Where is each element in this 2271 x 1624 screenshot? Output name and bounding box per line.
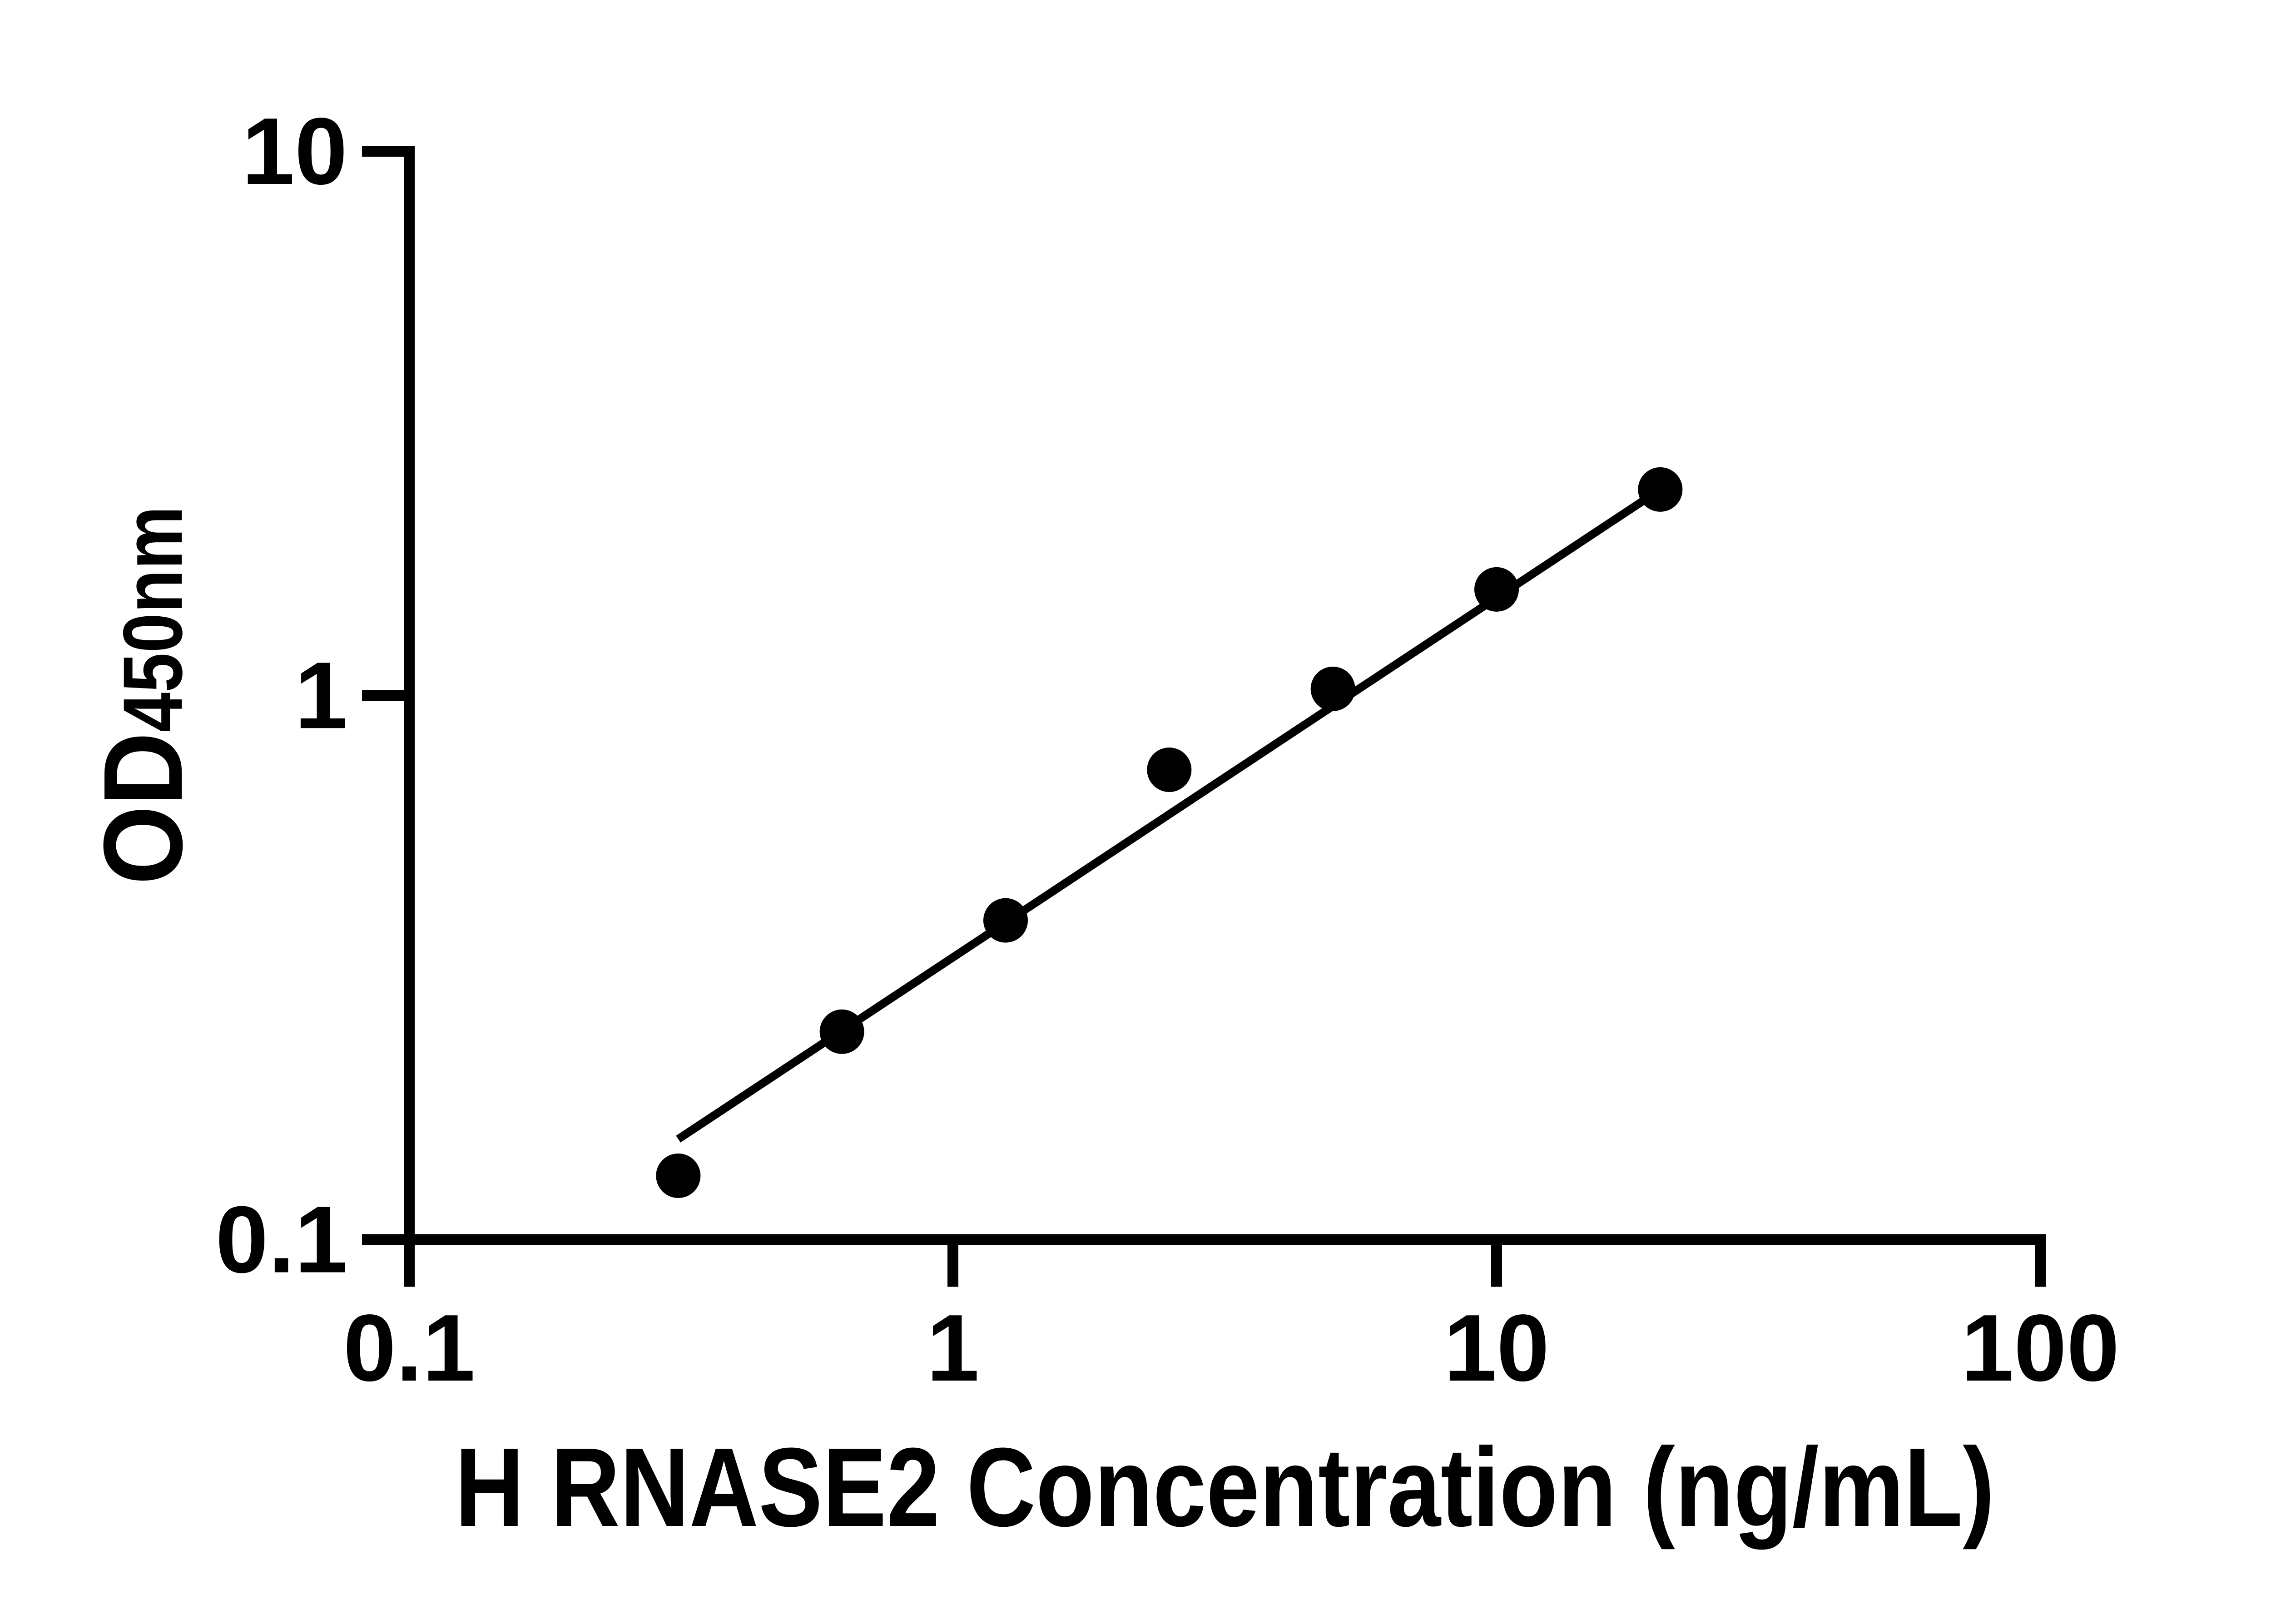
data-point-3 [983, 898, 1028, 943]
y-tick-label-0.1: 0.1 [215, 1187, 347, 1293]
data-point-5 [1310, 666, 1355, 711]
data-point-4 [1147, 748, 1192, 792]
data-point-7 [1638, 467, 1683, 512]
x-tick-label-100: 100 [1961, 1295, 2120, 1401]
data-point-6 [1474, 567, 1519, 612]
y-tick-label-10: 10 [242, 99, 347, 204]
y-axis-title-subscript: 450nm [106, 506, 200, 732]
data-point-2 [819, 1009, 864, 1054]
y-axis-title: OD450nm [80, 506, 206, 885]
tick-labels-layer: 0.1 1 10 100 0.1 1 10 [215, 99, 2119, 1401]
data-point-1 [656, 1153, 701, 1198]
x-tick-label-10: 10 [1444, 1295, 1549, 1401]
x-tick-label-1: 1 [927, 1295, 979, 1401]
y-axis-title-main: OD [80, 732, 206, 885]
x-axis-title: H RNASE2 Concentration (ng/mL) [455, 1425, 1995, 1550]
y-tick-label-1: 1 [295, 643, 347, 748]
axes-layer [362, 146, 2046, 1287]
x-tick-label-0.1: 0.1 [343, 1295, 476, 1401]
ticks-layer [362, 146, 2046, 1287]
y-axis-title-group: OD450nm [80, 506, 206, 885]
series-layer [656, 467, 1683, 1198]
